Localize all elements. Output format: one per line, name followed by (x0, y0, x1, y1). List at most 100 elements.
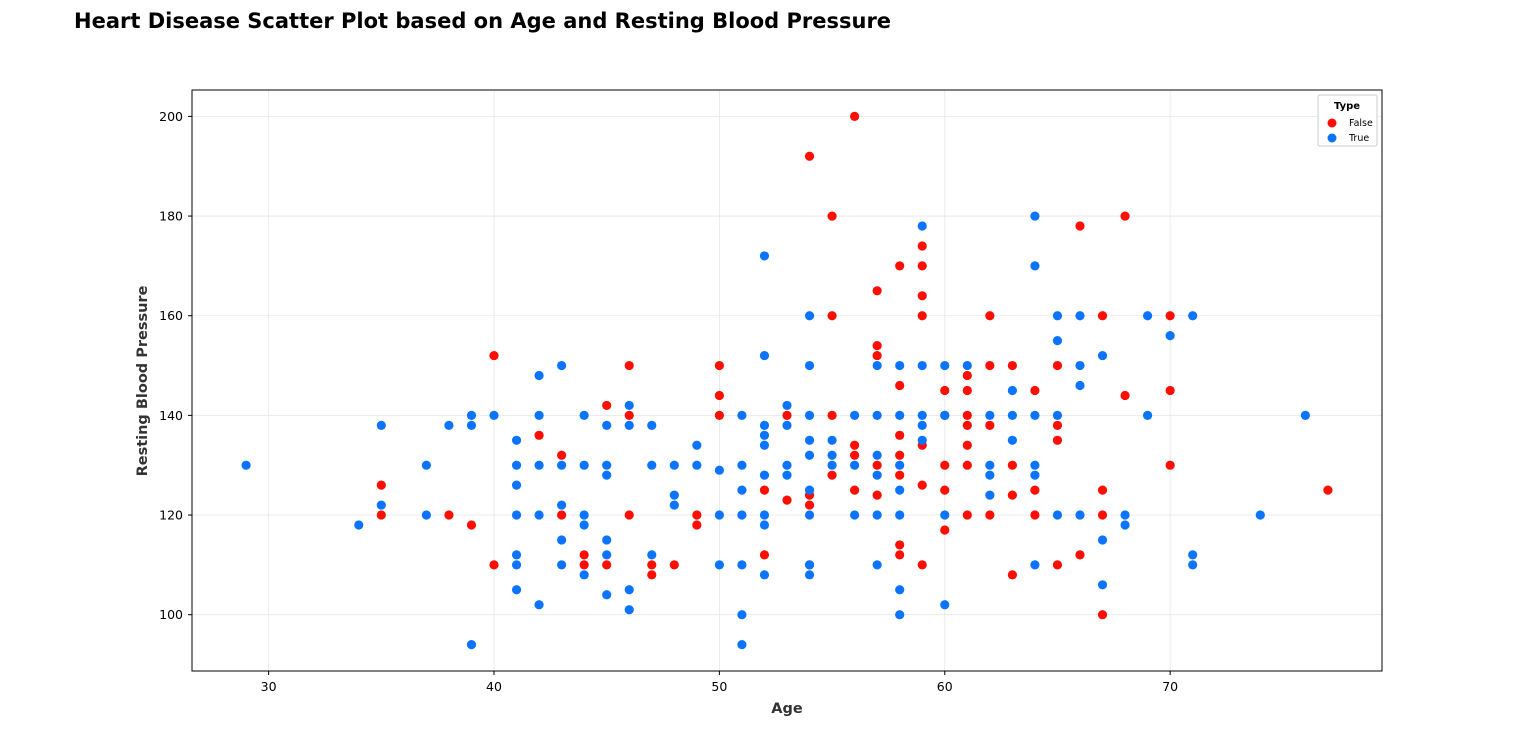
data-point-false (714, 360, 724, 371)
data-point-false (962, 385, 972, 396)
data-point-false (827, 311, 837, 321)
data-point-true (534, 460, 544, 470)
data-point-true (241, 460, 251, 470)
data-point-false (1007, 360, 1017, 371)
data-point-true (737, 460, 747, 470)
data-point-true (1120, 510, 1130, 520)
data-point-true (511, 460, 522, 470)
data-point-false (1120, 211, 1130, 221)
data-point-true (647, 460, 657, 470)
data-point-false (692, 510, 702, 520)
data-point-false (917, 311, 927, 321)
data-point-true (850, 510, 860, 520)
x-axis-ticks: 30 40 50 60 70 (261, 671, 1178, 694)
data-point-true (557, 360, 567, 371)
data-point-true (489, 410, 499, 420)
data-point-true (917, 435, 927, 445)
legend-label-false: False (1349, 118, 1373, 129)
data-point-true (669, 490, 679, 500)
data-point-true (1007, 385, 1017, 396)
data-point-true (557, 560, 567, 570)
data-point-false (1165, 460, 1175, 470)
data-point-true (850, 410, 860, 420)
data-point-true (511, 510, 522, 520)
data-point-false (850, 485, 860, 495)
data-point-true (602, 550, 612, 560)
data-point-true (1143, 410, 1153, 420)
data-point-true (1300, 410, 1310, 420)
data-point-false (1007, 490, 1017, 500)
data-point-true (354, 520, 364, 530)
data-point-false (917, 261, 927, 271)
data-point-true (804, 560, 815, 570)
data-point-true (737, 485, 747, 495)
data-point-false (1165, 385, 1175, 396)
data-point-false (827, 410, 837, 420)
data-point-true (759, 420, 770, 430)
chart-title: Heart Disease Scatter Plot based on Age … (74, 9, 892, 33)
data-point-true (376, 500, 386, 510)
data-point-false (557, 450, 567, 460)
data-point-true (534, 600, 544, 610)
data-point-false (872, 490, 882, 500)
data-point-true (804, 570, 815, 580)
data-point-false (872, 341, 882, 351)
data-point-true (511, 550, 522, 560)
data-point-true (895, 510, 905, 520)
data-point-false (624, 410, 634, 420)
data-point-false (940, 525, 950, 535)
data-point-false (1120, 390, 1130, 401)
data-point-true (759, 350, 770, 361)
data-point-true (624, 420, 634, 430)
data-point-false (962, 460, 972, 470)
data-point-true (647, 420, 657, 430)
data-point-false (962, 410, 972, 420)
data-point-false (962, 440, 972, 450)
x-tick-label: 40 (486, 679, 502, 694)
x-tick-label: 60 (937, 679, 953, 694)
data-point-true (511, 480, 522, 490)
data-point-true (895, 585, 905, 595)
data-point-true (1188, 311, 1198, 321)
data-point-false (895, 470, 905, 480)
legend-title: Type (1334, 101, 1360, 112)
data-point-true (557, 460, 567, 470)
data-point-true (759, 520, 770, 530)
data-point-true (579, 520, 589, 530)
data-point-false (917, 291, 927, 301)
y-tick-label: 160 (159, 308, 183, 323)
data-point-true (804, 450, 815, 460)
grid-lines (192, 90, 1382, 671)
data-point-false (759, 550, 770, 560)
data-point-true (669, 460, 679, 470)
data-point-true (917, 221, 927, 231)
data-point-false (940, 460, 950, 470)
data-point-false (850, 440, 860, 450)
data-point-false (895, 550, 905, 560)
data-point-true (602, 420, 612, 430)
data-point-true (421, 460, 431, 470)
data-point-true (1255, 510, 1265, 520)
data-point-true (940, 410, 950, 420)
y-tick-label: 180 (159, 209, 183, 224)
data-point-false (579, 550, 589, 560)
data-point-true (1030, 560, 1040, 570)
data-point-true (895, 610, 905, 620)
data-point-true (557, 500, 567, 510)
data-point-true (940, 360, 950, 371)
data-point-false (669, 560, 679, 570)
data-point-true (759, 440, 770, 450)
data-point-false (940, 385, 950, 396)
data-point-true (1188, 560, 1198, 570)
data-points (241, 111, 1333, 650)
data-point-false (466, 520, 477, 530)
data-point-true (827, 450, 837, 460)
data-point-false (1052, 360, 1063, 371)
data-point-true (759, 510, 770, 520)
data-point-true (602, 535, 612, 545)
data-point-false (985, 360, 995, 371)
data-point-true (1052, 336, 1063, 346)
data-point-false (827, 470, 837, 480)
data-point-false (557, 510, 567, 520)
data-point-true (1030, 261, 1040, 271)
